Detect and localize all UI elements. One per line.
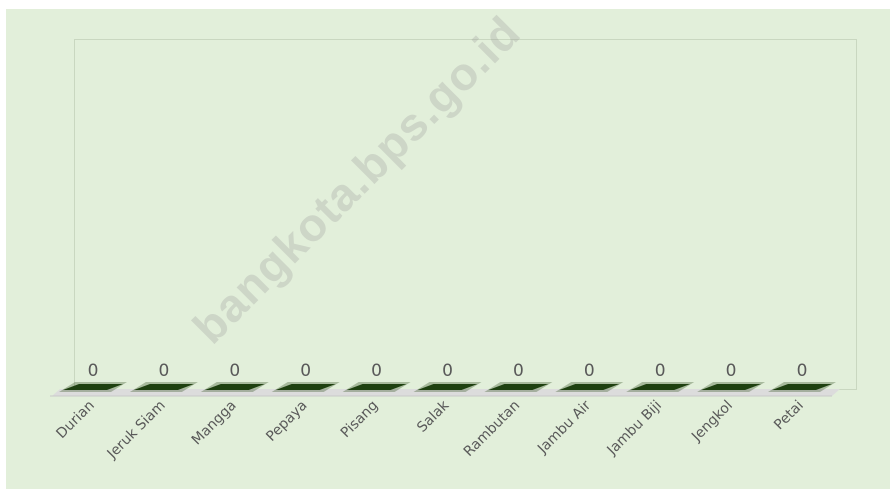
floor-plane bbox=[52, 389, 840, 396]
bar-jambu-air bbox=[555, 382, 624, 392]
category-label: Jeruk Siam bbox=[104, 398, 169, 463]
bar-salak bbox=[413, 382, 482, 392]
plot-area bbox=[74, 39, 857, 390]
chart-floor bbox=[50, 389, 840, 397]
data-label: 0 bbox=[88, 361, 99, 381]
data-label: 0 bbox=[371, 361, 382, 381]
data-label: 0 bbox=[726, 361, 737, 381]
bar-jengkol bbox=[697, 382, 766, 392]
category-label: Petai bbox=[771, 398, 807, 434]
category-axis-labels: Durian Jeruk Siam Mangga Pepaya Pisang Salak R… bbox=[53, 397, 806, 463]
category-label: Jambu Biji bbox=[604, 398, 665, 459]
category-label: Mangga bbox=[189, 398, 240, 449]
bar-pepaya bbox=[271, 382, 340, 392]
bar-jambu-biji bbox=[626, 382, 695, 392]
data-label: 0 bbox=[584, 361, 595, 381]
category-label: Durian bbox=[53, 398, 97, 442]
bar-pisang bbox=[342, 382, 411, 392]
bar-mangga bbox=[200, 382, 269, 392]
data-label: 0 bbox=[513, 361, 524, 381]
data-label: 0 bbox=[655, 361, 666, 381]
data-label: 0 bbox=[797, 361, 808, 381]
data-labels: 0 0 0 0 0 0 0 0 0 0 0 bbox=[88, 361, 808, 381]
data-label: 0 bbox=[229, 361, 240, 381]
category-label: Rambutan bbox=[461, 398, 523, 460]
data-label: 0 bbox=[442, 361, 453, 381]
category-label: Pepaya bbox=[263, 398, 310, 445]
category-label: Pisang bbox=[338, 398, 382, 442]
category-label: Jambu Air bbox=[534, 397, 594, 457]
bar-series bbox=[59, 382, 836, 392]
data-label: 0 bbox=[300, 361, 311, 381]
category-label: Jengkol bbox=[688, 398, 736, 446]
bar-durian bbox=[59, 382, 127, 392]
chart-area bbox=[6, 9, 890, 489]
category-label: Salak bbox=[414, 397, 453, 436]
bar-rambutan bbox=[484, 382, 553, 392]
data-label: 0 bbox=[158, 361, 169, 381]
bar-jeruk-siam bbox=[129, 382, 198, 392]
bar-petai bbox=[768, 382, 836, 392]
